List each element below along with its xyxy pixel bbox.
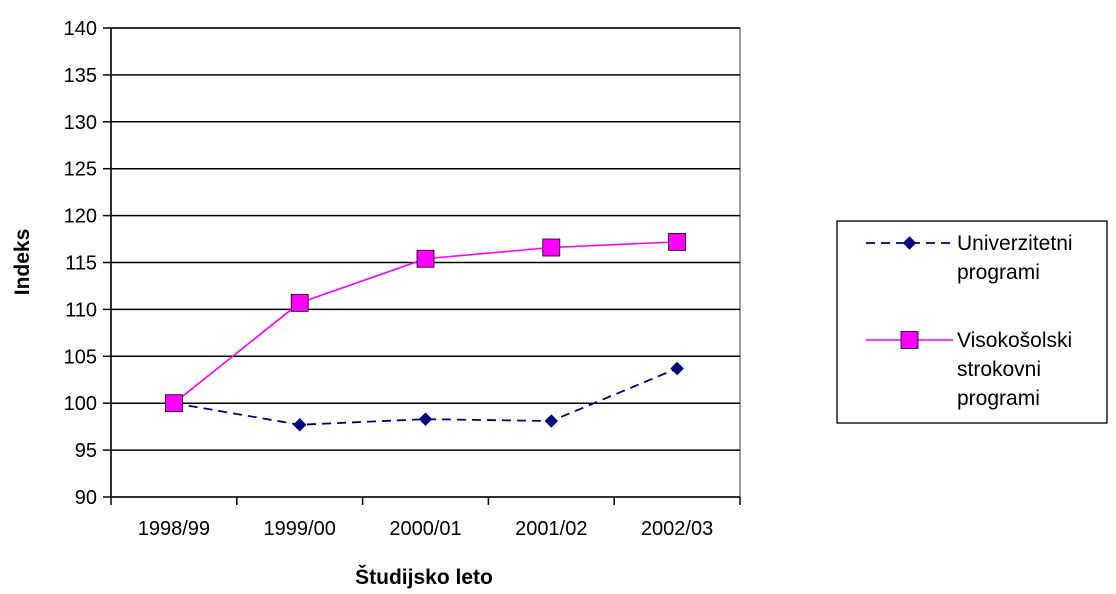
legend: Univerzitetni programi Visokošolski strokov… (836, 220, 1108, 424)
legend-marker (900, 331, 919, 349)
y-tick-label: 105 (64, 346, 97, 368)
legend-item-1: Univerzitetni programi (866, 232, 1073, 284)
x-axis-label: Študijsko leto (355, 565, 493, 589)
y-tick-label: 125 (64, 159, 97, 181)
y-tick-label: 90 (75, 487, 97, 509)
axes (103, 27, 741, 505)
legend-label: programi (957, 261, 1040, 284)
series-lines (164, 232, 686, 432)
legend-label: Univerzitetni (957, 232, 1073, 255)
x-tick-label: 2000/01 (389, 518, 461, 540)
y-tick-label: 120 (64, 206, 97, 228)
x-tick-label: 1998/99 (138, 518, 210, 540)
y-tick-label: 110 (65, 299, 97, 321)
y-tick-label: 100 (64, 393, 97, 415)
data-point (418, 412, 433, 426)
y-tick-label: 115 (65, 253, 97, 275)
legend-item-2: Visokošolski strokovni programi (866, 329, 1072, 410)
x-tick-label: 2001/02 (515, 518, 587, 540)
data-point (290, 293, 309, 312)
y-tick-label: 135 (64, 65, 97, 87)
data-point (542, 238, 561, 257)
data-point (164, 394, 183, 413)
y-tick-label: 95 (75, 440, 97, 462)
y-axis-label: Indeks (11, 229, 34, 296)
legend-marker (902, 236, 917, 250)
legend-label: programi (957, 387, 1040, 410)
legend-label: strokovni (957, 358, 1041, 381)
data-point (670, 361, 684, 376)
x-tick-labels: 1998/99 1999/00 2000/01 2001/02 2002/03 (138, 518, 713, 540)
series-2 (164, 232, 686, 413)
legend-box (836, 220, 1108, 424)
data-point (544, 414, 559, 428)
legend-label: Visokošolski (957, 329, 1072, 352)
x-tick-label: 2002/03 (641, 518, 713, 540)
y-tick-labels: 90 95 100 105 110 115 120 125 130 135 140 (64, 18, 97, 509)
data-point (416, 249, 435, 268)
x-tick-label: 1999/00 (264, 518, 336, 540)
y-tick-label: 130 (64, 112, 97, 134)
series-1 (167, 361, 684, 432)
y-tick-label: 140 (64, 18, 97, 40)
data-point (668, 232, 686, 251)
data-point (292, 418, 307, 432)
series-line (173, 367, 678, 426)
